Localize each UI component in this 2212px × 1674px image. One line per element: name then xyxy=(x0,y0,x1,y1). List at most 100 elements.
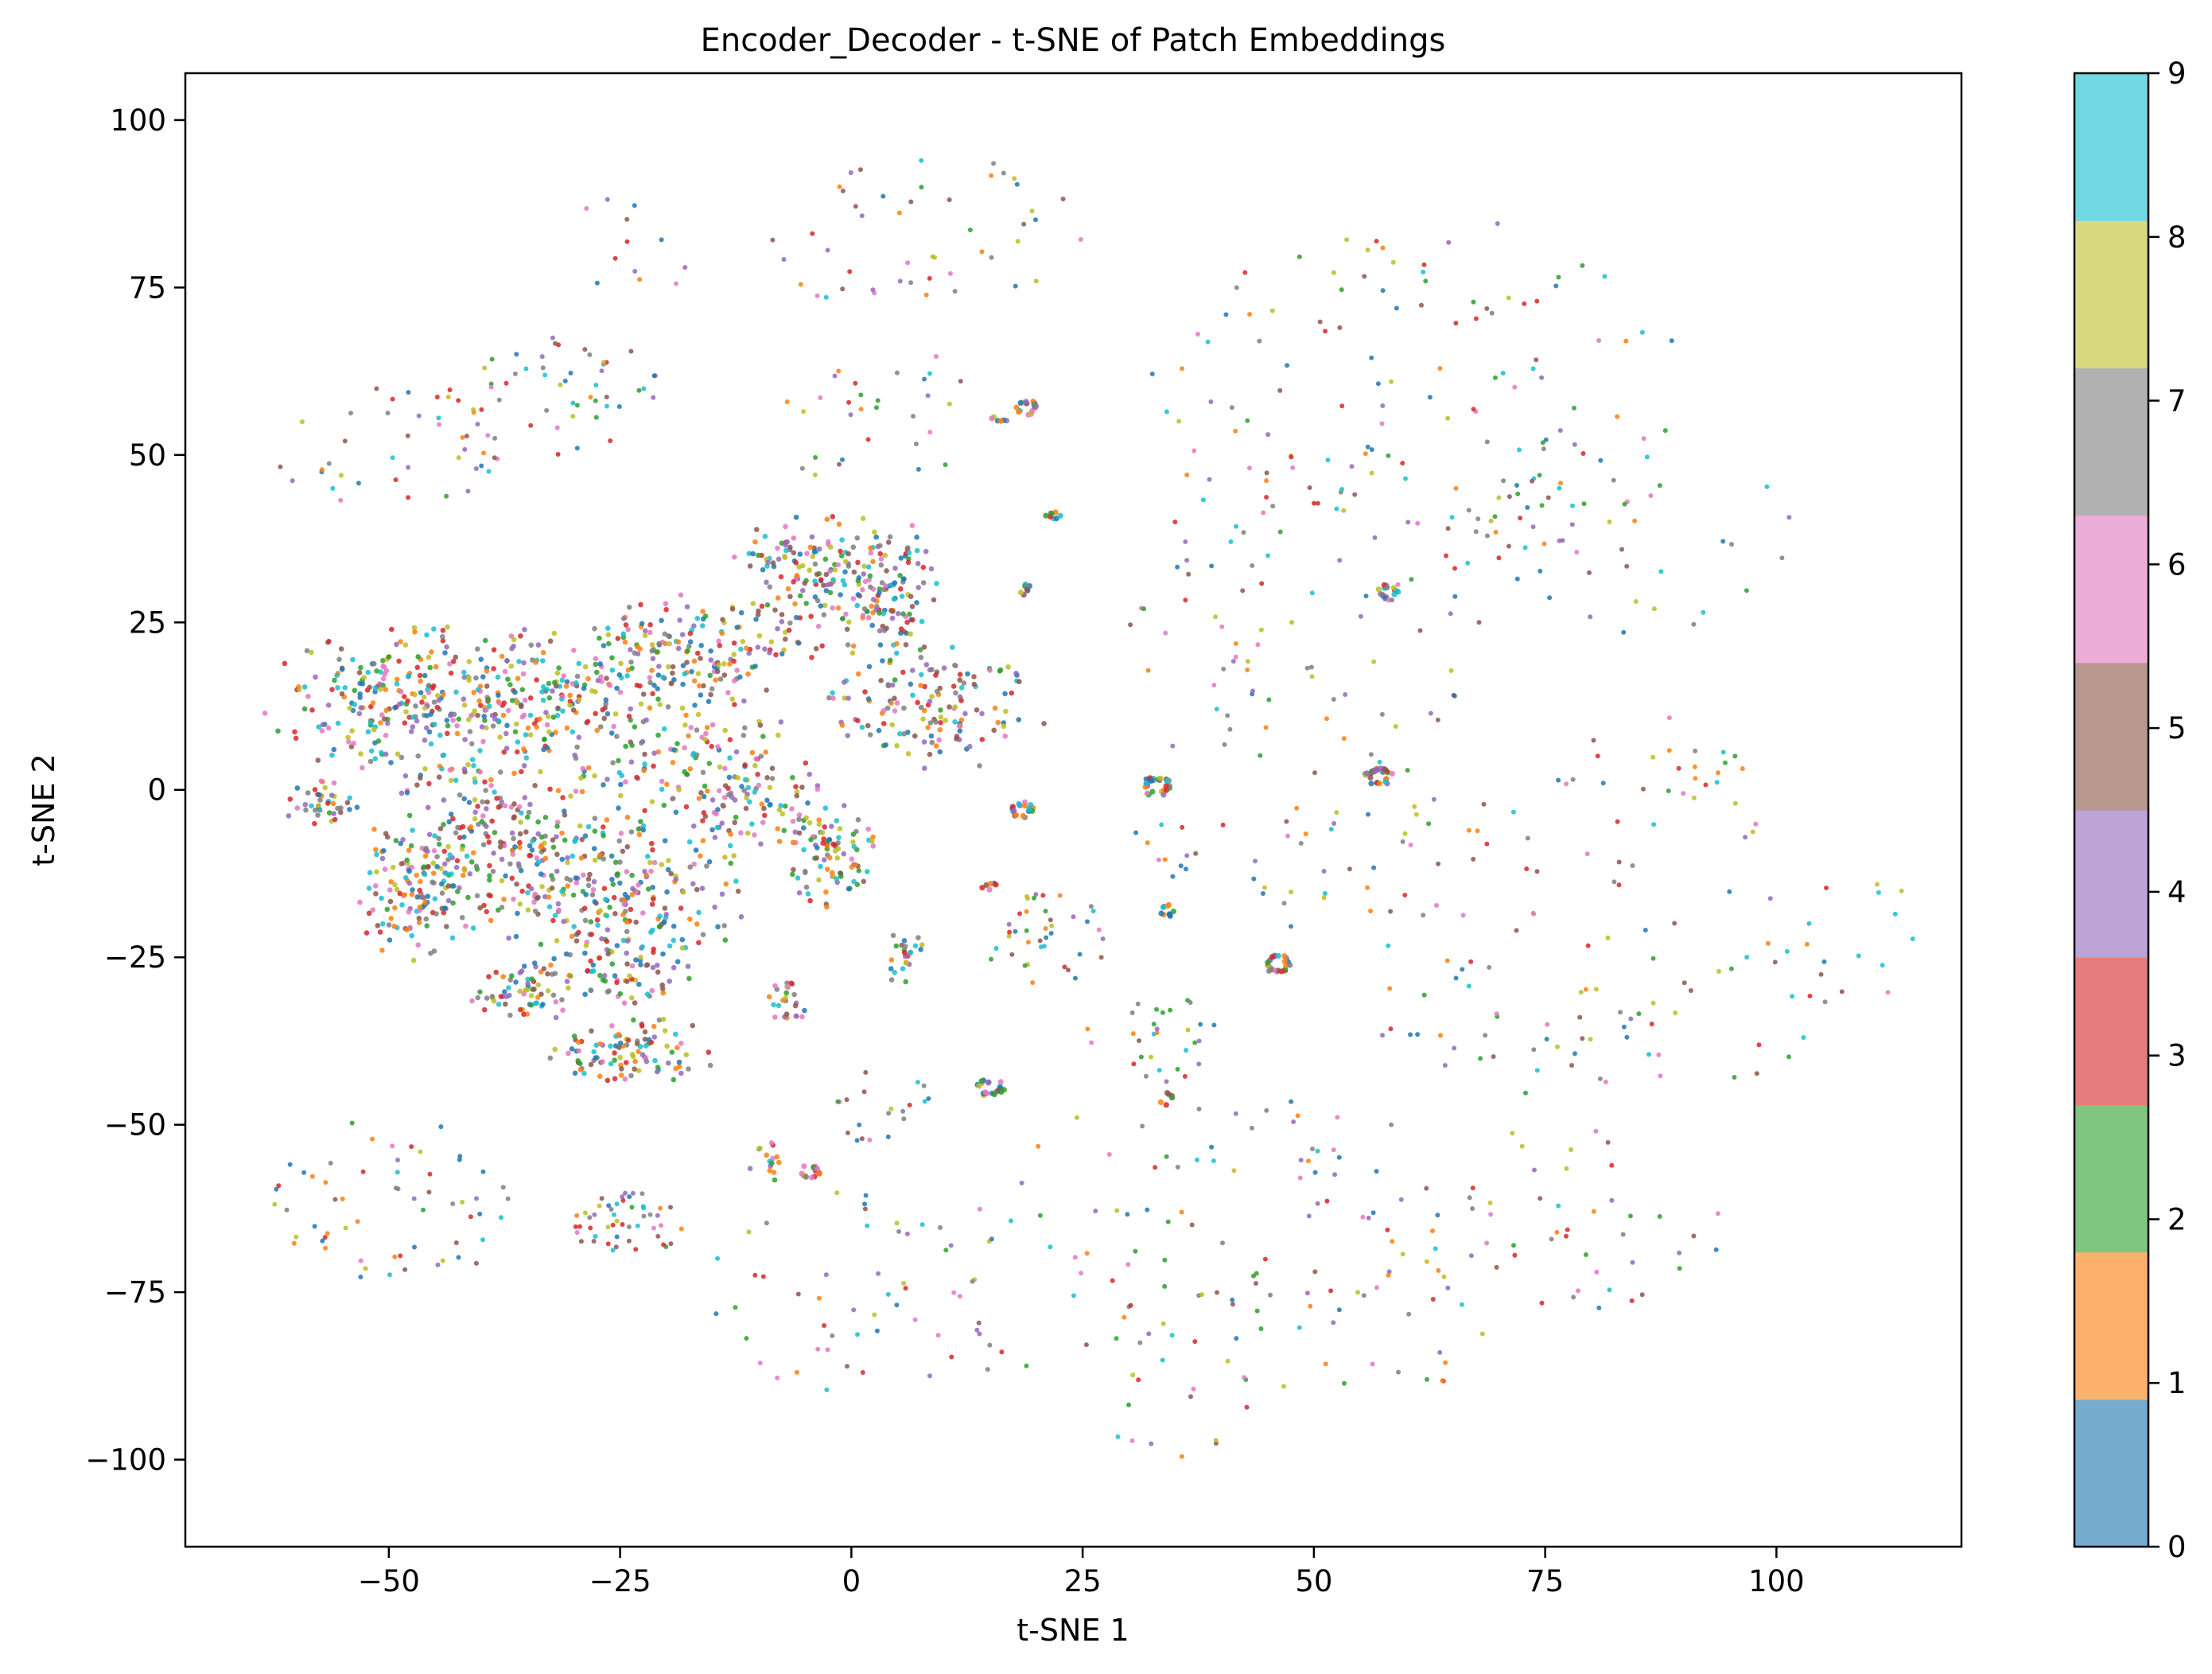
scatter-point xyxy=(1205,339,1211,345)
scatter-point xyxy=(728,860,733,866)
scatter-point xyxy=(421,694,427,700)
scatter-point xyxy=(1322,890,1328,896)
scatter-point xyxy=(717,676,724,682)
scatter-point xyxy=(846,399,852,405)
scatter-point xyxy=(356,481,361,486)
scatter-point xyxy=(1564,781,1569,787)
scatter-point xyxy=(431,699,437,705)
scatter-point xyxy=(431,848,437,854)
scatter-point xyxy=(1334,810,1339,816)
scatter-point xyxy=(481,714,487,719)
scatter-point xyxy=(398,790,405,796)
scatter-point xyxy=(637,1044,643,1049)
scatter-point xyxy=(432,833,437,839)
scatter-point xyxy=(1390,259,1396,265)
scatter-point xyxy=(1100,936,1106,941)
scatter-point xyxy=(824,904,830,910)
scatter-point xyxy=(661,920,667,925)
scatter-point xyxy=(1588,614,1593,620)
scatter-point xyxy=(1487,964,1492,970)
scatter-point xyxy=(1764,484,1770,489)
scatter-point xyxy=(383,687,389,692)
scatter-point xyxy=(825,582,830,588)
scatter-point xyxy=(837,826,843,831)
scatter-point xyxy=(760,819,766,825)
scatter-point xyxy=(750,551,756,557)
scatter-point xyxy=(1565,1227,1570,1232)
scatter-point xyxy=(1839,989,1845,995)
scatter-point xyxy=(1544,1037,1549,1041)
scatter-point xyxy=(1468,959,1474,964)
scatter-point xyxy=(721,672,728,678)
scatter-point xyxy=(549,873,554,878)
scatter-point xyxy=(1244,1404,1250,1410)
scatter-point xyxy=(1732,753,1738,759)
scatter-point xyxy=(1341,508,1347,513)
scatter-point xyxy=(564,679,570,685)
scatter-point xyxy=(865,722,871,729)
scatter-point xyxy=(582,347,588,352)
scatter-point xyxy=(1583,987,1588,992)
scatter-point xyxy=(330,800,336,807)
scatter-point xyxy=(556,907,562,913)
scatter-point xyxy=(923,292,929,298)
scatter-point xyxy=(509,645,515,652)
scatter-point xyxy=(1786,515,1792,520)
scatter-point xyxy=(616,769,623,776)
y-axis-label: t-SNE 2 xyxy=(26,753,61,866)
scatter-point xyxy=(464,853,470,859)
scatter-point xyxy=(1191,1386,1196,1392)
scatter-point xyxy=(987,1342,993,1348)
scatter-point xyxy=(595,922,601,928)
scatter-point xyxy=(904,1231,910,1236)
scatter-point xyxy=(665,866,671,873)
scatter-point xyxy=(1384,584,1390,591)
scatter-point xyxy=(1215,1290,1219,1295)
scatter-point xyxy=(861,606,868,612)
scatter-point xyxy=(1208,399,1214,404)
scatter-point xyxy=(1230,1302,1235,1307)
colorbar-band xyxy=(2074,957,2148,1105)
scatter-point xyxy=(927,275,932,281)
scatter-point xyxy=(647,705,653,711)
scatter-point xyxy=(1602,274,1607,279)
scatter-point xyxy=(892,565,898,571)
scatter-point xyxy=(1378,590,1384,598)
scatter-point xyxy=(422,738,428,743)
scatter-point xyxy=(662,631,668,637)
scatter-point xyxy=(339,667,345,672)
scatter-point xyxy=(431,626,437,632)
scatter-point xyxy=(793,614,799,621)
scatter-point xyxy=(657,913,663,919)
scatter-point xyxy=(1639,1292,1645,1298)
scatter-point xyxy=(456,398,461,403)
scatter-point xyxy=(605,1224,611,1230)
scatter-point xyxy=(553,683,559,689)
scatter-point xyxy=(915,699,920,706)
scatter-point xyxy=(357,899,363,905)
scatter-point xyxy=(560,708,566,714)
scatter-point xyxy=(1539,1300,1545,1306)
scatter-point xyxy=(728,831,733,837)
scatter-point xyxy=(694,727,700,733)
scatter-point xyxy=(432,722,437,727)
scatter-point xyxy=(323,1245,328,1251)
scatter-point xyxy=(660,674,666,680)
scatter-point xyxy=(330,485,336,491)
scatter-point xyxy=(428,741,434,747)
scatter-point xyxy=(896,1228,901,1234)
scatter-point xyxy=(731,678,737,683)
scatter-point xyxy=(606,1203,612,1209)
scatter-point xyxy=(809,1174,815,1181)
scatter-point xyxy=(900,611,906,617)
scatter-point xyxy=(687,864,693,870)
scatter-point xyxy=(499,878,505,884)
scatter-point xyxy=(406,673,411,679)
scatter-point xyxy=(628,829,635,835)
scatter-point xyxy=(363,930,370,936)
scatter-point xyxy=(492,830,498,835)
scatter-point xyxy=(402,720,408,726)
scatter-point xyxy=(312,787,318,792)
scatter-point xyxy=(591,846,597,851)
scatter-point xyxy=(1556,1203,1561,1209)
